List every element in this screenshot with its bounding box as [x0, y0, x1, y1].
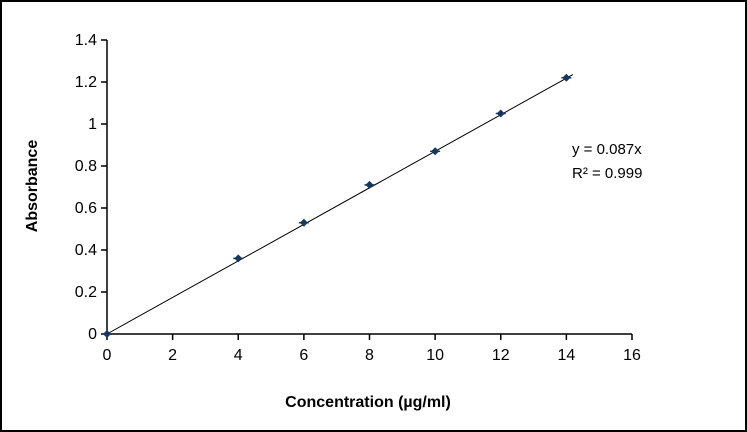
x-tick-label: 2: [168, 347, 177, 364]
trendline-r-squared: R² = 0.999: [572, 165, 643, 182]
y-tick-label: 0.6: [75, 200, 97, 217]
y-tick-label: 0: [88, 326, 97, 343]
x-axis-title: Concentration (µg/ml): [285, 394, 451, 411]
x-tick-label: 12: [492, 347, 510, 364]
y-axis-title: Absorbance: [24, 139, 41, 233]
x-tick-label: 16: [623, 347, 641, 364]
y-tick-label: 1: [88, 116, 97, 133]
x-tick-label: 6: [299, 347, 308, 364]
x-tick-label: 8: [365, 347, 374, 364]
data-point: [234, 254, 243, 263]
trendline: [106, 74, 574, 335]
y-tick-label: 0.4: [75, 242, 97, 259]
data-point: [496, 109, 505, 118]
trendline-equation: y = 0.087x: [572, 141, 642, 158]
data-point: [431, 147, 440, 156]
data-point: [562, 73, 571, 82]
x-tick-label: 14: [557, 347, 575, 364]
data-point: [365, 180, 374, 189]
y-tick-label: 0.2: [75, 284, 97, 301]
x-tick-label: 4: [234, 347, 243, 364]
y-tick-label: 1.4: [75, 32, 97, 49]
y-tick-label: 1.2: [75, 74, 97, 91]
x-tick-label: 10: [426, 347, 444, 364]
data-point: [103, 330, 111, 338]
x-tick-label: 0: [103, 347, 112, 364]
data-point: [299, 218, 308, 227]
trendline-annotation: y = 0.087x R² = 0.999: [572, 138, 642, 186]
y-tick-label: 0.8: [75, 158, 97, 175]
